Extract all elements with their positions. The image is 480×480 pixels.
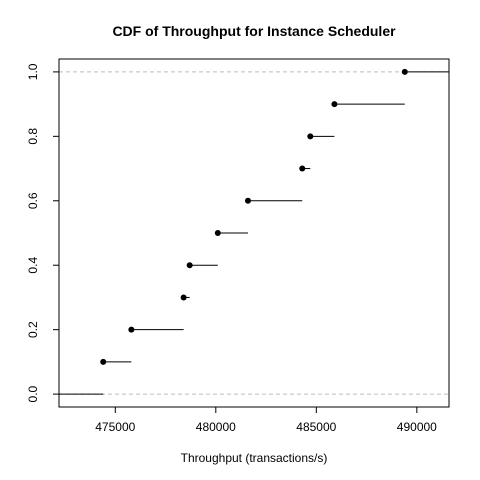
x-tick-label: 485000 — [296, 420, 336, 434]
y-tick-label: 1.0 — [26, 63, 40, 80]
x-tick-label: 490000 — [397, 420, 437, 434]
data-point — [186, 262, 193, 269]
data-point — [244, 197, 251, 204]
y-tick-label: 0.4 — [26, 257, 40, 274]
data-point — [214, 230, 221, 236]
step-points — [100, 68, 408, 365]
step-segments — [59, 71, 449, 395]
y-axis: 0.0 0.2 0.4 0.6 0.8 1.0 — [26, 63, 60, 402]
data-point — [100, 358, 107, 365]
data-point — [180, 294, 187, 301]
y-tick-label: 0.8 — [26, 128, 40, 145]
data-point — [401, 68, 408, 75]
x-tick-label: 480000 — [196, 420, 236, 434]
chart-title: CDF of Throughput for Instance Scheduler — [112, 23, 396, 39]
plot-frame — [58, 58, 450, 408]
x-axis-label: Throughput (transactions/s) — [181, 451, 328, 465]
data-point — [307, 133, 314, 140]
reference-lines — [59, 71, 449, 395]
y-tick-label: 0.6 — [26, 192, 40, 209]
y-tick-label: 0.2 — [26, 321, 40, 338]
data-point — [299, 165, 306, 172]
x-axis: 475000 480000 485000 490000 — [95, 406, 437, 434]
data-point — [128, 326, 135, 333]
data-point — [331, 101, 338, 108]
y-tick-label: 0.0 — [26, 385, 40, 402]
x-tick-label: 475000 — [95, 420, 135, 434]
